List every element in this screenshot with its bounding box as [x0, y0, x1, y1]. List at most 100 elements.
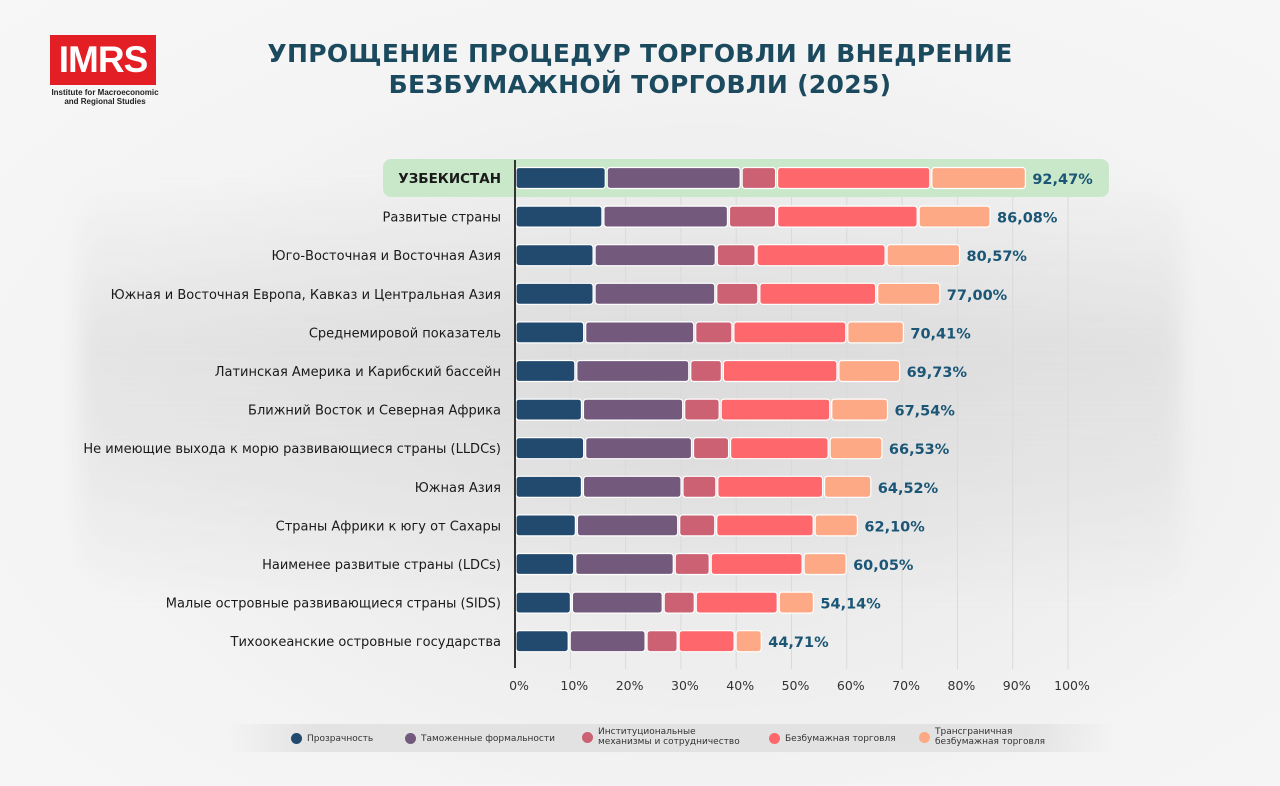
category-label: Ближний Восток и Северная Африка [248, 404, 501, 419]
legend-item: Трансграничная безбумажная торговля [919, 727, 1045, 747]
bar-segment-1 [515, 359, 576, 383]
total-value-label: 80,57% [967, 249, 1028, 265]
bar-segment-1 [515, 398, 583, 421]
total-value-label: 54,14% [820, 597, 881, 613]
legend-label-line1: Институциональные [598, 727, 696, 737]
bar-segment-4 [720, 398, 831, 421]
bar-segment-1 [515, 166, 606, 190]
bar-segment-4 [729, 437, 829, 460]
category-label: УЗБЕКИСТАН [398, 171, 501, 187]
bar-segment-2 [576, 514, 679, 537]
total-value-label: 92,47% [1032, 172, 1093, 188]
legend-swatch-icon [405, 733, 416, 744]
bar-segment-1 [515, 475, 583, 498]
bar-segment-1 [515, 437, 585, 460]
legend-label: Институциональные механизмы и сотрудничес… [598, 727, 740, 747]
logo-subtitle-line2: and Regional Studies [64, 97, 146, 106]
bar-segment-5 [886, 244, 961, 267]
legend-label-line2: безбумажная торговля [935, 737, 1046, 747]
category-label: Юго-Восточная и Восточная Азия [272, 249, 501, 264]
legend-label-line2: механизмы и сотрудничество [598, 737, 740, 747]
legend-label: Безбумажная торговля [785, 734, 896, 744]
x-tick-label: 80% [948, 678, 976, 693]
imrs-logo: IMRS Institute for Macroeconomic and Reg… [50, 35, 160, 106]
total-value-label: 69,73% [907, 365, 968, 381]
bar-segment-3 [690, 359, 722, 383]
x-tick-label: 60% [837, 678, 865, 693]
bar-segment-4 [717, 475, 824, 498]
total-value-label: 60,05% [853, 558, 914, 574]
bar-segment-2 [569, 630, 646, 653]
bar-segment-5 [829, 437, 883, 460]
bar-segment-3 [679, 514, 716, 537]
stacked-bar-chart: УЗБЕКИСТАН Развитые страны Юго-Восточная и… [83, 159, 1109, 693]
bar-segment-5 [877, 282, 941, 305]
x-tick-label: 90% [1003, 678, 1031, 693]
bar-segment-1 [515, 244, 594, 267]
bar-segment-4 [716, 514, 814, 537]
bar-segment-2 [582, 398, 684, 421]
bar-segment-2 [575, 552, 674, 576]
bar-segment-1 [515, 514, 576, 537]
total-value-label: 66,53% [889, 442, 950, 458]
legend-swatch-icon [919, 731, 930, 743]
bar-segment-5 [735, 630, 762, 653]
bar-segment-4 [733, 321, 847, 344]
bar-segment-1 [515, 205, 603, 228]
legend-item: Институциональные механизмы и сотрудничес… [582, 727, 740, 747]
bar-segment-1 [515, 552, 575, 576]
x-tick-label: 70% [892, 678, 920, 693]
category-label: Малые островные развивающиеся страны (SI… [166, 597, 501, 612]
logo-subtitle-line1: Institute for Macroeconomic [51, 88, 159, 97]
bar-segment-5 [831, 398, 889, 421]
bar-segment-1 [515, 321, 585, 344]
category-label: Страны Африки к югу от Сахары [276, 519, 501, 534]
category-label: Южная и Восточная Европа, Кавказ и Центр… [111, 288, 501, 303]
category-label: Латинская Америка и Карибский бассейн [215, 365, 501, 380]
legend: Прозрачность Таможенные формальности Инсти… [225, 724, 1115, 752]
bar-segment-3 [692, 437, 730, 460]
logo-subtitle: Institute for Macroeconomic and Regional… [50, 88, 160, 106]
x-tick-label: 20% [616, 678, 644, 693]
total-value-label: 44,71% [768, 635, 829, 651]
bar-segment-1 [515, 591, 572, 614]
bar-segment-5 [847, 321, 904, 344]
bar-segment-4 [756, 244, 886, 267]
total-value-label: 62,10% [864, 519, 925, 535]
chart-title-line2: БЕЗБУМАЖНОЙ ТОРГОВЛИ (2025) [388, 70, 892, 99]
bar-segment-4 [710, 552, 803, 576]
total-value-label: 86,08% [997, 211, 1058, 227]
bar-segment-5 [803, 552, 847, 576]
legend-label: Таможенные формальности [421, 734, 555, 744]
x-tick-label: 100% [1054, 678, 1090, 693]
x-tick-label: 0% [509, 678, 529, 693]
bar-segment-5 [838, 359, 901, 383]
bar-segment-4 [678, 630, 735, 653]
bar-segment-2 [594, 282, 716, 305]
total-value-label: 64,52% [878, 481, 939, 497]
x-tick-label: 30% [671, 678, 699, 693]
logo-mark: IMRS [50, 35, 156, 85]
bar-segment-3 [684, 398, 720, 421]
category-label: Развитые страны [383, 211, 502, 226]
bar-segment-5 [931, 166, 1026, 190]
legend-swatch-icon [582, 731, 593, 743]
legend-label: Трансграничная безбумажная торговля [935, 727, 1045, 747]
bar-segment-4 [759, 282, 877, 305]
total-value-label: 67,54% [894, 404, 955, 420]
bar-segment-4 [695, 591, 778, 614]
total-value-label: 70,41% [910, 326, 971, 342]
bar-segment-3 [674, 552, 710, 576]
bar-segment-4 [722, 359, 838, 383]
category-label: Тихоокеанские островные государства [230, 635, 502, 650]
legend-swatch-icon [769, 733, 780, 744]
legend-item: Прозрачность [291, 733, 373, 744]
bar-segment-2 [571, 591, 663, 614]
bar-segment-3 [695, 321, 733, 344]
bar-segment-1 [515, 282, 594, 305]
category-label: Не имеющие выхода к морю развивающиеся с… [83, 442, 501, 457]
chart-title-line1: УПРОЩЕНИЕ ПРОЦЕДУР ТОРГОВЛИ И ВНЕДРЕНИЕ [267, 39, 1013, 68]
bar-segment-5 [814, 514, 859, 537]
legend-label-line1: Трансграничная [935, 727, 1013, 737]
bar-segment-5 [778, 591, 814, 614]
